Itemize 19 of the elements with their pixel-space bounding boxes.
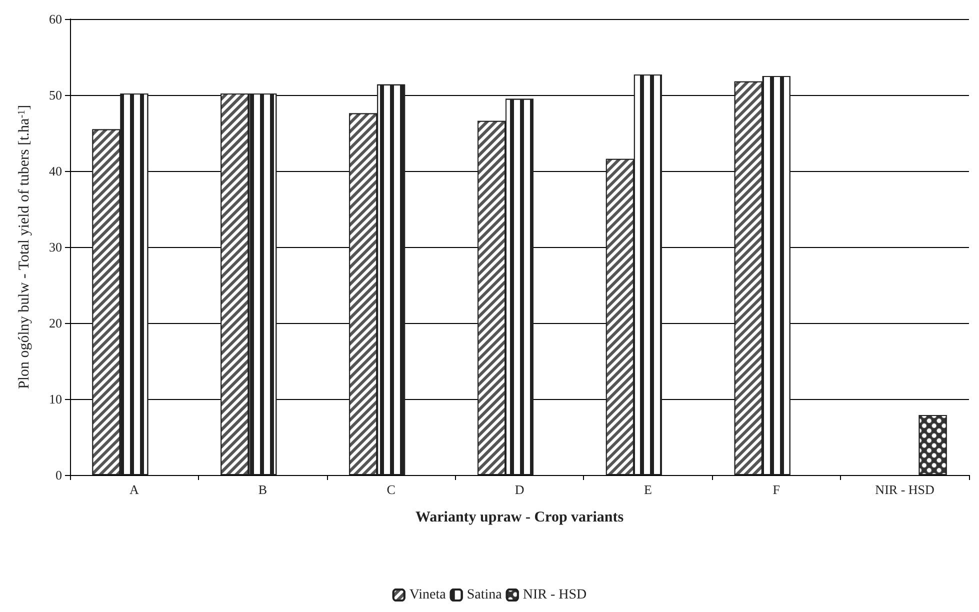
- y-tick-label: 20: [49, 316, 62, 330]
- legend-label: Vineta: [409, 588, 447, 602]
- y-tick-label: 0: [56, 468, 62, 482]
- x-tick-label: C: [386, 482, 396, 497]
- x-tick-label: A: [130, 482, 140, 497]
- x-tick-label: B: [258, 482, 268, 497]
- y-tick-label: 30: [49, 240, 62, 254]
- y-tick-label: 10: [49, 392, 62, 406]
- legend-label: Satina: [466, 588, 503, 602]
- y-axis-title: Plon ogólny bulw - Total yield of tubers [t.ha-1]: [16, 104, 32, 390]
- x-axis-title: Warianty upraw - Crop variants: [415, 510, 624, 526]
- x-tick-label: D: [514, 482, 524, 497]
- x-tick-label: NIR - HSD: [875, 482, 934, 497]
- legend-label: NIR - HSD: [522, 588, 587, 602]
- x-tick-label: E: [644, 482, 652, 497]
- y-tick-label: 40: [49, 164, 62, 178]
- y-tick-label: 60: [49, 12, 62, 26]
- x-tick-label: F: [772, 482, 780, 497]
- y-tick-label: 50: [49, 88, 62, 102]
